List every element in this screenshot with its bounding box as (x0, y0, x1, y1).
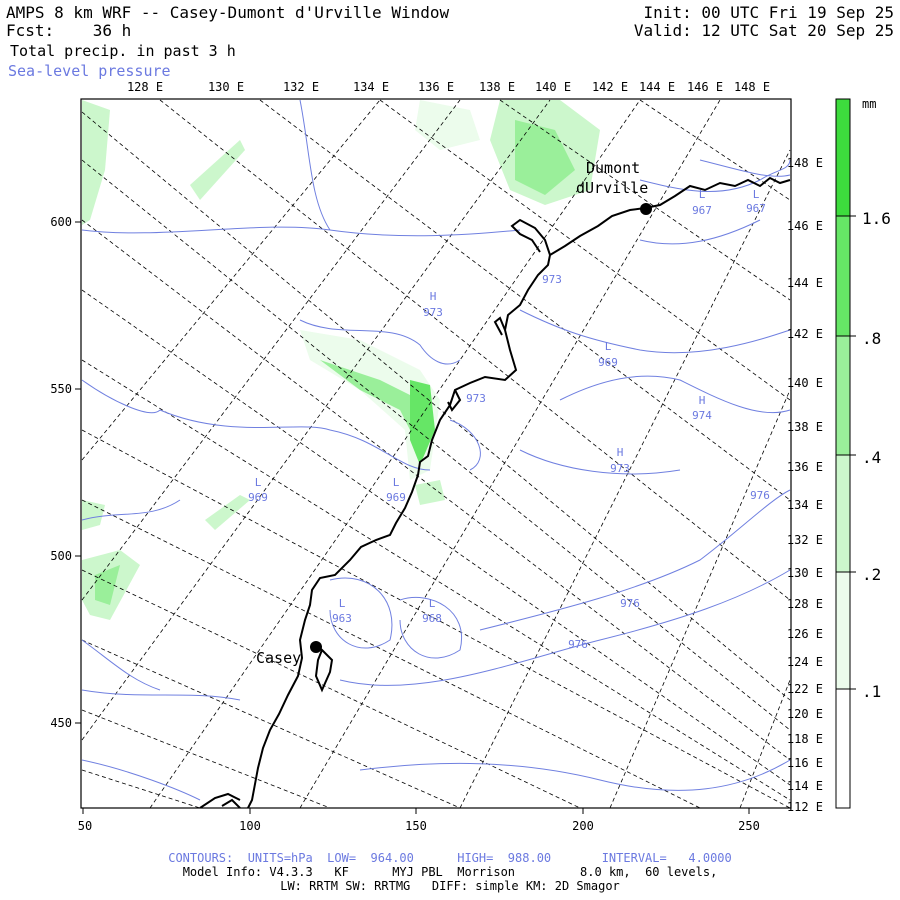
colorbar-unit: mm (862, 97, 876, 111)
top-lon-label: 148 E (734, 80, 770, 94)
init-time: Init: 00 UTC Fri 19 Sep 25 (643, 3, 894, 22)
top-lon-label: 142 E (592, 80, 628, 94)
colorbar-swatch (836, 336, 850, 455)
colorbar-swatch (836, 572, 850, 689)
pressure-center-value: 969 (386, 491, 406, 504)
pressure-center-type: H (699, 394, 706, 407)
pressure-label: 976 (620, 597, 640, 610)
pressure-label: 976 (568, 638, 588, 651)
colorbar-label: .2 (862, 565, 881, 584)
right-lon-label: 138 E (787, 420, 823, 434)
colorbar-label: .8 (862, 329, 881, 348)
right-lon-label: 144 E (787, 276, 823, 290)
right-lon-label: 128 E (787, 597, 823, 611)
top-lon-label: 130 E (208, 80, 244, 94)
right-lon-label: 142 E (787, 327, 823, 341)
colorbar-swatch (836, 455, 850, 572)
pressure-center-type: L (605, 340, 612, 353)
right-lon-label: 132 E (787, 533, 823, 547)
colorbar-label: .1 (862, 682, 881, 701)
right-lon-label: 118 E (787, 732, 823, 746)
right-lon-label: 136 E (787, 460, 823, 474)
top-lon-label: 136 E (418, 80, 454, 94)
x-tick-label: 150 (405, 819, 427, 833)
y-tick-label: 500 (50, 549, 72, 563)
field-label-slp: Sea-level pressure (8, 62, 171, 80)
pressure-center-value: 974 (692, 409, 712, 422)
right-lon-label: 126 E (787, 627, 823, 641)
top-lon-label: 140 E (535, 80, 571, 94)
pressure-center-type: L (393, 476, 400, 489)
pressure-label: 973 (542, 273, 562, 286)
precip-shading (82, 100, 600, 620)
contour-info: CONTOURS: UNITS=hPa LOW= 964.00 HIGH= 98… (168, 851, 732, 865)
top-lon-label: 146 E (687, 80, 723, 94)
right-lon-label: 146 E (787, 219, 823, 233)
forecast-hour: Fcst: 36 h (6, 21, 132, 40)
right-lon-label: 114 E (787, 779, 823, 793)
pressure-center-type: L (255, 476, 262, 489)
colorbar-swatch (836, 99, 850, 216)
pressure-center-value: 969 (248, 491, 268, 504)
pressure-label: 976 (750, 489, 770, 502)
right-lon-label: 124 E (787, 655, 823, 669)
station-label: Casey (256, 649, 301, 667)
right-lon-label: 130 E (787, 566, 823, 580)
pressure-label: 973 (466, 392, 486, 405)
pressure-center-type: L (699, 188, 706, 201)
coastline (199, 176, 791, 808)
right-lon-label: 112 E (787, 800, 823, 814)
pressure-center-value: 967 (692, 204, 712, 217)
precip-colorbar: mm 1.6 .8 .4 .2 .1 (835, 97, 891, 809)
pressure-center-value: 973 (423, 306, 443, 319)
pressure-center-value: 973 (610, 462, 630, 475)
right-lon-label: 148 E (787, 156, 823, 170)
right-lon-label: 134 E (787, 498, 823, 512)
valid-time: Valid: 12 UTC Sat 20 Sep 25 (633, 21, 894, 40)
pressure-center-type: H (430, 290, 437, 303)
top-lon-label: 132 E (283, 80, 319, 94)
station-label: dUrville (576, 179, 648, 197)
station-label: Dumont (586, 159, 640, 177)
slp-contours (81, 99, 791, 801)
model-info: Model Info: V4.3.3 KF MYJ PBL Morrison 8… (182, 865, 718, 879)
pressure-center-value: 963 (332, 612, 352, 625)
top-lon-label: 144 E (639, 80, 675, 94)
colorbar-swatch (836, 689, 850, 808)
top-lon-label: 134 E (353, 80, 389, 94)
pressure-center-type: L (753, 188, 760, 201)
pressure-center-type: H (617, 446, 624, 459)
right-lon-label: 120 E (787, 707, 823, 721)
top-lon-label: 128 E (127, 80, 163, 94)
y-tick-label: 450 (50, 716, 72, 730)
x-tick-label: 50 (78, 819, 92, 833)
pressure-center-type: L (339, 597, 346, 610)
right-lon-label: 122 E (787, 682, 823, 696)
top-lon-label: 138 E (479, 80, 515, 94)
x-tick-label: 100 (239, 819, 261, 833)
x-tick-label: 250 (738, 819, 760, 833)
x-tick-label: 200 (572, 819, 594, 833)
y-tick-label: 600 (50, 215, 72, 229)
pressure-center-value: 969 (598, 356, 618, 369)
right-lon-label: 116 E (787, 756, 823, 770)
station-casey-marker (310, 641, 322, 653)
colorbar-label: .4 (862, 448, 881, 467)
pressure-center-value: 967 (746, 202, 766, 215)
pressure-center-type: L (429, 597, 436, 610)
y-tick-label: 550 (50, 382, 72, 396)
station-dumont-durville-marker (640, 203, 652, 215)
map-title: AMPS 8 km WRF -- Casey-Dumont d'Urville … (6, 3, 450, 22)
right-lon-label: 140 E (787, 376, 823, 390)
colorbar-label: 1.6 (862, 209, 891, 228)
pressure-center-value: 968 (422, 612, 442, 625)
physics-info: LW: RRTM SW: RRTMG DIFF: simple KM: 2D S… (280, 879, 620, 893)
field-label-precip: Total precip. in past 3 h (10, 42, 236, 60)
colorbar-swatch (836, 216, 850, 336)
graticule (81, 99, 791, 808)
